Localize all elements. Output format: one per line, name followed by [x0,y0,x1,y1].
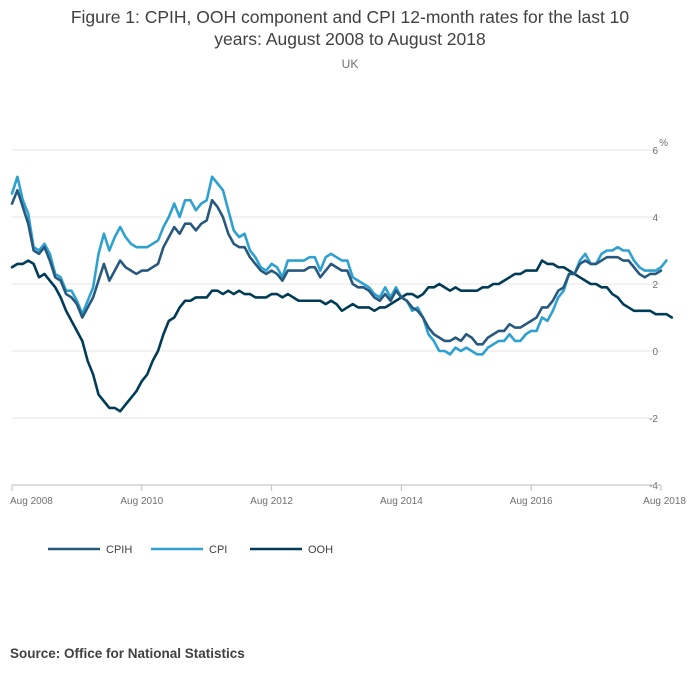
x-tick-label: Aug 2010 [120,496,163,507]
x-tick-label: Aug 2014 [380,496,423,507]
legend-label-cpih: CPIH [106,544,132,556]
x-axis: Aug 2008 Aug 2010 Aug 2012 Aug 2014 Aug 2016… [10,484,686,507]
legend-label-ooh: OOH [308,544,333,556]
y-tick-label: 4 [652,213,658,224]
x-tick-label: Aug 2016 [510,496,553,507]
series-line-cpi [10,175,668,356]
chart-title-line2: years: August 2008 to August 2018 [214,29,486,49]
series-lines [10,175,674,413]
y-tick-label: 0 [652,347,658,358]
series-line-cpih [10,188,663,346]
chart-title-line1: Figure 1: CPIH, OOH component and CPI 12… [70,7,630,27]
y-tick-label: 2 [652,280,658,291]
source-note: Source: Office for National Statistics [10,646,245,661]
chart-subtitle: UK [341,57,359,71]
y-tick-label: 6 [652,146,658,157]
x-tick-label: Aug 2012 [250,496,293,507]
y-tick-label: -4 [649,481,658,492]
series-line-ooh [10,259,674,413]
chart-title: Figure 1: CPIH, OOH component and CPI 12… [0,6,700,50]
y-tick-label: -2 [649,414,658,425]
x-tick-label: Aug 2018 [643,496,686,507]
legend: CPIH CPI OOH [48,544,333,556]
x-tick-label: Aug 2008 [10,496,53,507]
gridlines [12,149,661,486]
legend-label-cpi: CPI [209,544,227,556]
y-axis-unit-label: % [659,138,668,149]
y-axis: 6 4 2 0 -2 -4% [649,138,668,492]
